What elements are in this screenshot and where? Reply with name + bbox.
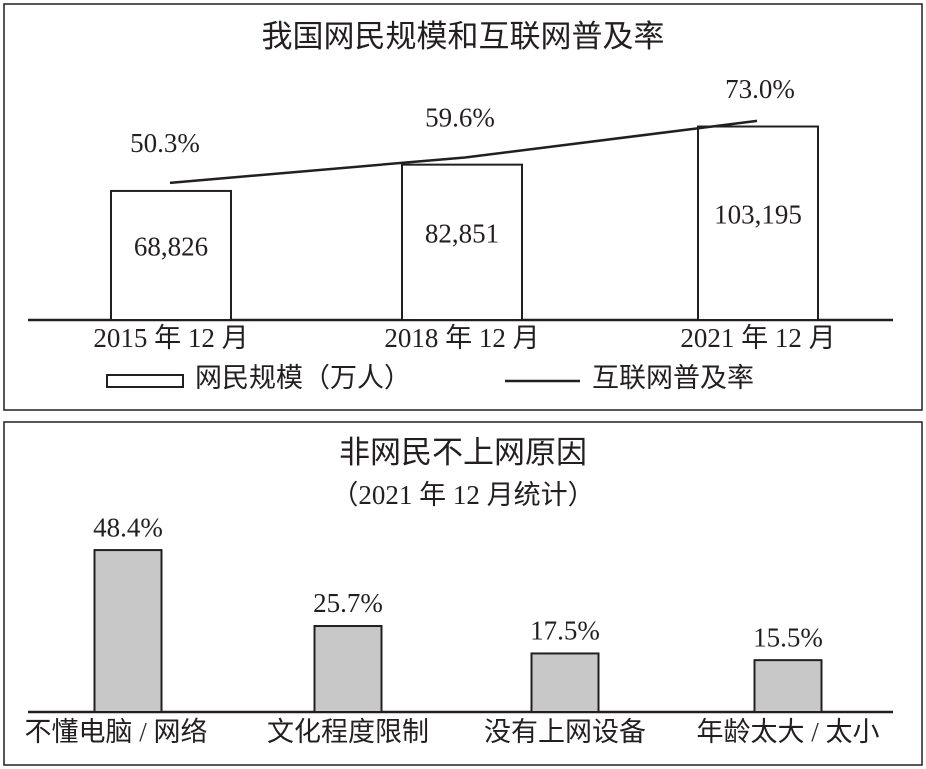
bar: [401, 163, 523, 321]
bar: [697, 125, 819, 322]
legend-label: 网民规模（万人）: [195, 363, 411, 393]
bar: [93, 549, 163, 714]
value-label: 103,195: [714, 199, 802, 229]
chart-title: 我国网民规模和互联网普及率: [262, 19, 665, 54]
panel-frame: [3, 3, 923, 411]
value-label: 73.0%: [725, 74, 795, 104]
bar: [110, 189, 232, 321]
value-label: 48.4%: [93, 512, 163, 542]
line: [169, 119, 758, 185]
x-tick-label: 文化程度限制: [267, 717, 429, 747]
x-tick-label: 不懂电脑 / 网络: [24, 717, 207, 747]
x-tick-label: 2018 年 12 月: [384, 323, 539, 353]
value-label: 17.5%: [530, 616, 600, 646]
panel-frame: [3, 421, 923, 766]
value-label: 82,851: [425, 219, 499, 249]
legend-label: 互联网普及率: [592, 363, 754, 393]
value-label: 50.3%: [130, 128, 200, 158]
x-tick-label: 2015 年 12 月: [93, 323, 248, 353]
bar: [530, 652, 600, 713]
chart-subtitle: （2021 年 12 月统计）: [331, 480, 594, 510]
x-tick-label: 2021 年 12 月: [680, 323, 835, 353]
x-tick-label: 没有上网设备: [484, 717, 646, 747]
x-tick-label: 年龄太大 / 太小: [696, 717, 879, 747]
bar: [753, 659, 823, 713]
value-label: 68,826: [134, 232, 208, 262]
bar: [313, 625, 383, 713]
value-label: 59.6%: [425, 103, 495, 133]
chart-title: 非网民不上网原因: [339, 435, 587, 470]
legend-swatch: [106, 374, 184, 388]
value-label: 15.5%: [753, 622, 823, 652]
value-label: 25.7%: [313, 588, 383, 618]
